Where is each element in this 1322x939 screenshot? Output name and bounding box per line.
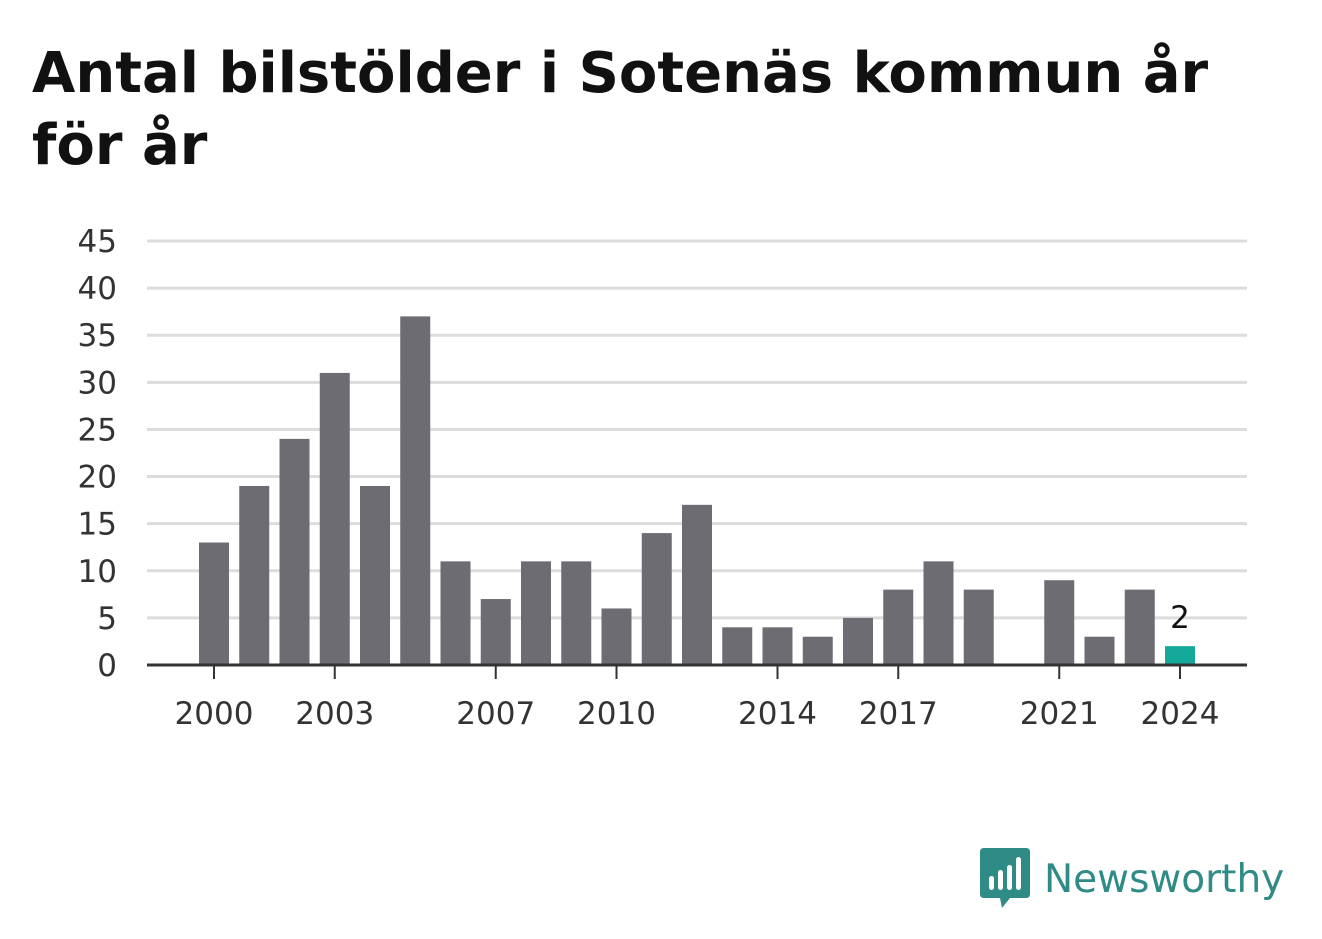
bar-2024 [1165,646,1195,665]
bar-2000 [199,542,229,665]
bar-2010 [601,608,632,665]
x-tick-label: 2007 [456,696,535,732]
bar-2003 [319,372,350,665]
bar-2007 [480,599,511,665]
bar-2012 [682,504,712,665]
bar-2015 [802,636,833,665]
bar-2017 [883,589,914,665]
x-axis-ticks: 2000 2003 2007 2010 2014 2017 2021 2024 [175,665,1220,732]
y-axis-tick-labels: 0 5 10 15 20 25 30 35 40 45 [78,224,117,684]
x-tick-label: 2017 [859,696,938,732]
y-tick-label: 5 [97,601,117,637]
bar-2005 [400,316,431,665]
bars [199,316,1195,665]
y-tick-label: 45 [78,224,117,260]
bar-2022 [1084,636,1115,665]
bar-2014 [762,627,793,665]
bar-2019 [963,589,994,665]
bar-2021 [1044,580,1075,665]
bar-2016 [843,617,873,665]
y-tick-label: 35 [78,318,117,354]
newsworthy-logo: Newsworthy [980,848,1284,910]
bar-2008 [521,561,551,665]
y-tick-label: 40 [78,271,117,307]
bar-2002 [279,438,310,665]
x-tick-label: 2003 [295,696,374,732]
y-tick-label: 10 [78,554,117,590]
bar-2013 [722,627,753,665]
bar-2004 [360,485,390,665]
x-tick-label: 2021 [1020,696,1099,732]
bar-2023 [1124,589,1155,665]
bar-2018 [923,561,954,665]
data-labels: 2 [1170,600,1190,636]
x-tick-label: 2000 [175,696,254,732]
data-label-2024: 2 [1170,600,1190,636]
y-tick-label: 20 [78,460,117,496]
bar-2006 [440,561,471,665]
y-tick-label: 25 [78,412,117,448]
bar-2011 [641,533,672,665]
bar-chart-speech-bubble-icon [980,848,1030,908]
x-tick-label: 2010 [577,696,656,732]
bar-2009 [561,561,592,665]
brand-name: Newsworthy [1044,856,1285,902]
y-tick-label: 30 [78,365,117,401]
y-tick-label: 15 [78,507,117,543]
y-tick-label: 0 [97,648,117,684]
bar-2001 [239,485,270,665]
chart-title: Antal bilstölder i Sotenäs kommun år för… [32,41,1209,178]
x-tick-label: 2024 [1141,696,1220,732]
x-tick-label: 2014 [738,696,817,732]
